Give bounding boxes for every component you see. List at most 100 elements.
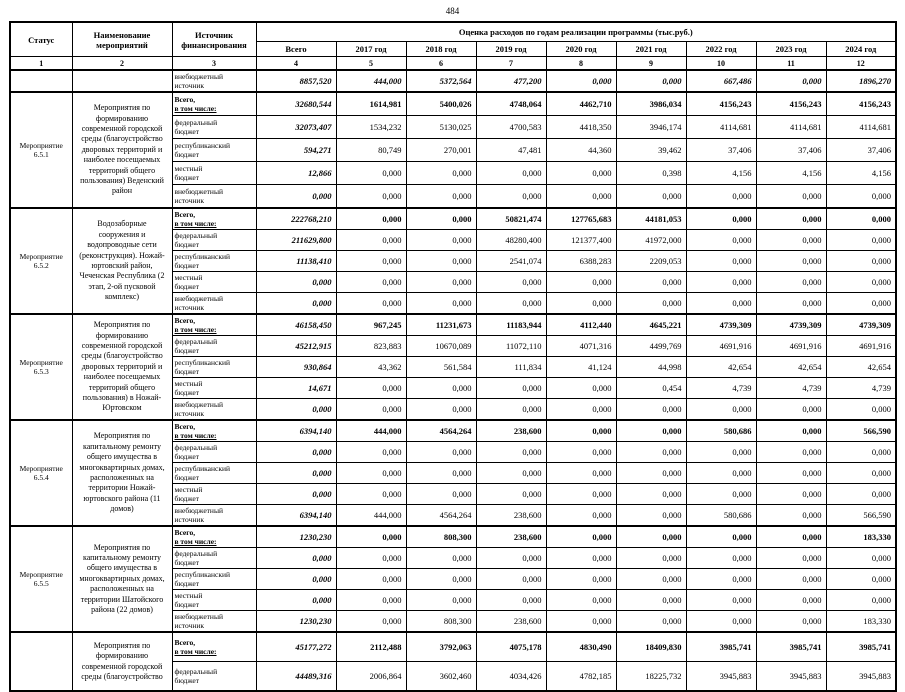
table-row: Мероприятия по формированию современной … [9,631,897,692]
value-cell: 0,000 [255,398,337,421]
value-cell: 4,156 [685,161,757,185]
program-costs-table: Статус Наименование мероприятий Источник… [9,21,898,692]
value-cell: 0,000 [335,589,407,611]
value-cell: 45177,272 [255,631,337,662]
value-cell: 0,000 [755,547,827,569]
value-cell: 0,000 [255,547,337,569]
value-cell: 0,000 [615,441,687,463]
value-cell: 4075,178 [475,631,547,662]
value-cell: 4156,243 [685,91,757,116]
funding-source-line: бюджет [174,452,200,461]
value-cell: 10670,089 [405,335,477,357]
value-cell: 0,000 [335,161,407,185]
column-number: 1 [9,56,73,71]
value-cell: 0,000 [405,589,477,611]
funding-source-cell: внебюджетный источник [171,504,257,527]
value-cell: 0,000 [335,292,407,315]
value-cell: 1230,230 [255,610,337,633]
table-row: федеральный бюджет 211629,800 0,000 0,000 482… [10,229,897,251]
funding-source-line: Всего, [174,210,196,219]
funding-source-line: бюджет [174,579,200,588]
funding-source-line: источник [174,621,205,630]
value-cell: 0,000 [475,483,547,505]
value-cell: 3946,174 [615,115,687,139]
funding-source-cell: федеральный бюджет [171,661,257,692]
funding-source-line: бюджет [174,240,200,249]
value-cell: 211629,800 [255,229,337,251]
value-cell: 0,000 [825,292,897,315]
funding-source-line: бюджет [174,600,200,609]
value-cell: 238,600 [475,525,547,548]
status-cell: Мероприятие 6.5.4 [9,419,73,527]
value-cell: 0,000 [825,462,897,484]
table-row: внебюджетный источник 1230,230 0,000 808,300… [10,610,897,633]
value-cell: 4,739 [685,377,757,399]
value-cell: 566,590 [825,419,897,442]
value-cell: 0,000 [545,525,617,548]
funding-source-line: бюджет [174,173,200,182]
value-cell: 4,739 [755,377,827,399]
value-cell: 0,000 [755,525,827,548]
funding-source-cell: местный бюджет [171,161,257,185]
funding-source-cell: Всего, в том числе: [171,419,257,442]
value-cell: 4739,309 [755,313,827,336]
funding-source-line: местный [174,273,203,282]
funding-source-line: бюджет [174,676,200,685]
funding-source-line: республиканский [174,358,231,367]
value-cell: 0,000 [685,229,757,251]
value-cell: 0,000 [685,483,757,505]
funding-source-line: в том числе: [174,647,217,656]
funding-source-cell: федеральный бюджет [171,441,257,463]
value-cell: 3945,883 [755,661,827,692]
funding-source-line: Всего, [174,528,196,537]
funding-source-line: федеральный [174,667,218,676]
value-cell: 32073,407 [255,115,337,139]
value-cell: 0,000 [405,229,477,251]
value-cell: 0,000 [615,419,687,442]
funding-source-line: республиканский [174,464,231,473]
column-number: 11 [755,56,827,71]
value-cell: 0,000 [755,398,827,421]
value-cell: 0,000 [545,462,617,484]
value-cell: 0,000 [405,161,477,185]
column-number: 4 [255,56,337,71]
value-cell: 0,000 [755,250,827,272]
value-cell: 0,000 [545,568,617,590]
value-cell: 238,600 [475,419,547,442]
funding-source-line: федеральный [174,337,218,346]
funding-source-line: внебюджетный [174,294,224,303]
value-cell: 222768,210 [255,207,337,230]
value-cell: 0,000 [615,292,687,315]
value-cell: 12,866 [255,161,337,185]
table-row: внебюджетный источник 8857,520 444,000 5372,… [9,69,897,93]
table-row: местный бюджет 0,000 0,000 0,000 0,000 0,000 0,… [10,589,897,611]
status-cell: Мероприятие 6.5.5 [9,525,73,633]
value-cell: 37,406 [825,138,897,162]
value-cell: 4462,710 [545,91,617,116]
value-cell: 0,000 [335,462,407,484]
value-cell: 1534,232 [335,115,407,139]
value-cell: 580,686 [685,419,757,442]
value-cell: 0,000 [405,184,477,209]
value-cell: 44181,053 [615,207,687,230]
value-cell: 0,000 [825,250,897,272]
value-cell: 0,000 [405,483,477,505]
value-cell: 183,330 [825,610,897,633]
column-number: 3 [171,56,257,71]
value-cell: 32680,544 [255,91,337,116]
value-cell: 121377,400 [545,229,617,251]
value-cell: 667,486 [685,69,757,93]
value-cell: 808,300 [405,610,477,633]
value-cell: 0,000 [615,525,687,548]
funding-source-line: федеральный [174,118,218,127]
column-number: 7 [475,56,547,71]
funding-source-cell: Всего, в том числе: [171,631,257,662]
value-cell: 0,000 [405,207,477,230]
value-cell: 4645,221 [615,313,687,336]
value-cell: 4830,490 [545,631,617,662]
value-cell: 4700,583 [475,115,547,139]
year-column-header: 2020 год [545,41,617,57]
value-cell: 0,000 [825,271,897,293]
value-cell: 4,156 [755,161,827,185]
funding-source-line: местный [174,485,203,494]
